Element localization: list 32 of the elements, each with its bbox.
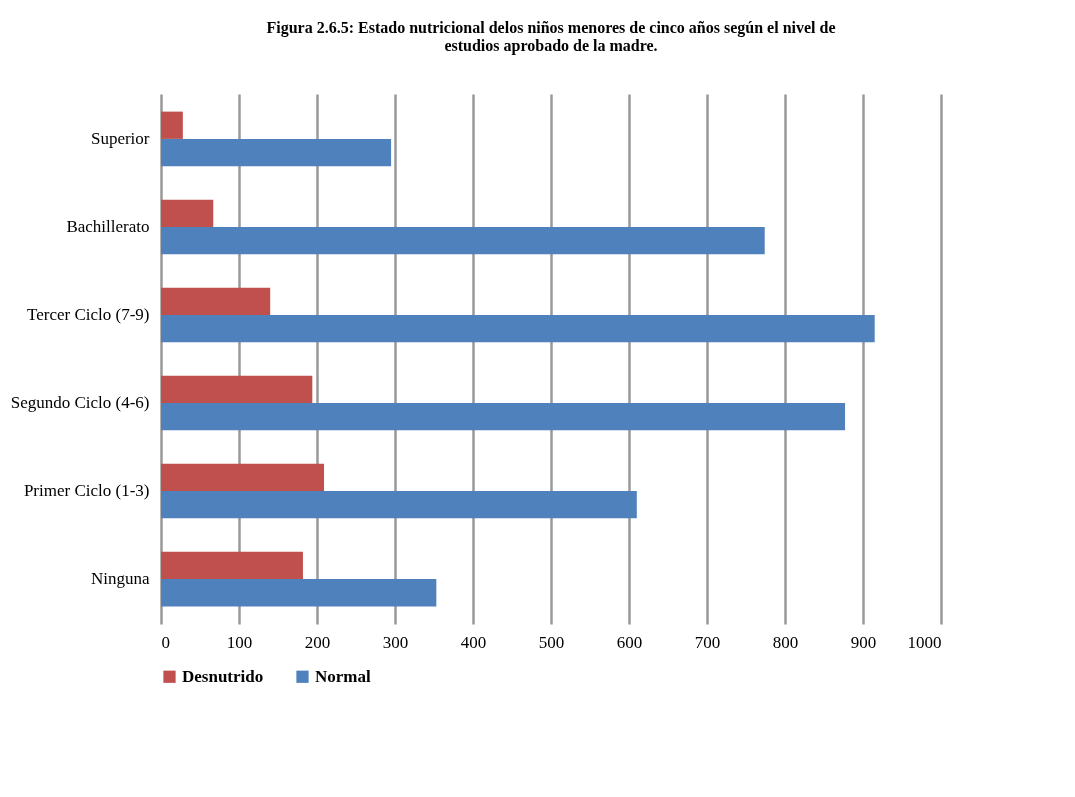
y-tick-label: Tercer Ciclo (7-9) — [27, 304, 150, 324]
x-tick-label: 500 — [538, 632, 565, 652]
x-tick-label: 400 — [460, 632, 487, 652]
legend-label: Desnutrido — [182, 666, 264, 686]
bar — [161, 551, 303, 580]
x-tick-label: 700 — [694, 632, 721, 652]
x-tick-label: 600 — [616, 632, 643, 652]
bar — [161, 375, 313, 404]
x-tick-label: 300 — [382, 632, 409, 652]
bar — [161, 111, 183, 139]
bar — [161, 287, 271, 315]
bar — [161, 403, 846, 431]
bar — [161, 138, 392, 167]
x-tick-label: 900 — [850, 632, 877, 652]
legend-label: Normal — [315, 666, 371, 686]
y-tick-label: Primer Ciclo (1-3) — [23, 481, 150, 501]
x-tick-label: 200 — [304, 632, 331, 652]
bar — [161, 314, 875, 343]
y-tick-label: Ninguna — [90, 569, 150, 589]
bar — [161, 226, 765, 255]
x-tick-label: 100 — [226, 632, 253, 652]
y-tick-label: Segundo Ciclo (4-6) — [10, 393, 150, 413]
y-tick-label: Bachillerato — [66, 216, 150, 236]
y-tick-label: Superior — [90, 128, 150, 148]
x-tick-label: 800 — [772, 632, 799, 652]
chart-title: Figura 2.6.5: Estado nutricional delos niños menores de cinco años según el nivel de estudios aprobado de la madre. — [266, 19, 836, 55]
x-tick-label: 0 — [161, 632, 170, 652]
bar — [161, 491, 637, 519]
bar — [161, 579, 437, 607]
bar — [161, 199, 214, 227]
x-tick-label: 1000 — [907, 632, 942, 652]
bar — [161, 463, 325, 492]
